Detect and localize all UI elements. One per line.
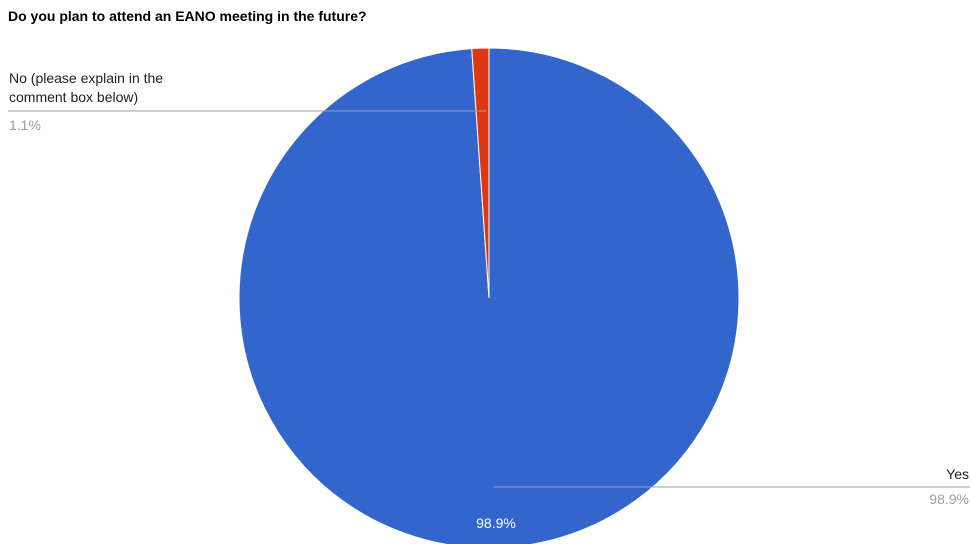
slice-label-no-line-2: comment box below) [9, 89, 138, 105]
slice-percent-yes: 98.9% [929, 491, 969, 507]
slice-percent-no: 1.1% [9, 117, 41, 133]
slice-label-no-line-1: No (please explain in the [9, 70, 163, 86]
slice-inner-label: 98.9% [476, 515, 516, 531]
chart-title: Do you plan to attend an EANO meeting in… [8, 8, 367, 24]
slice-label-yes: Yes [946, 466, 969, 482]
